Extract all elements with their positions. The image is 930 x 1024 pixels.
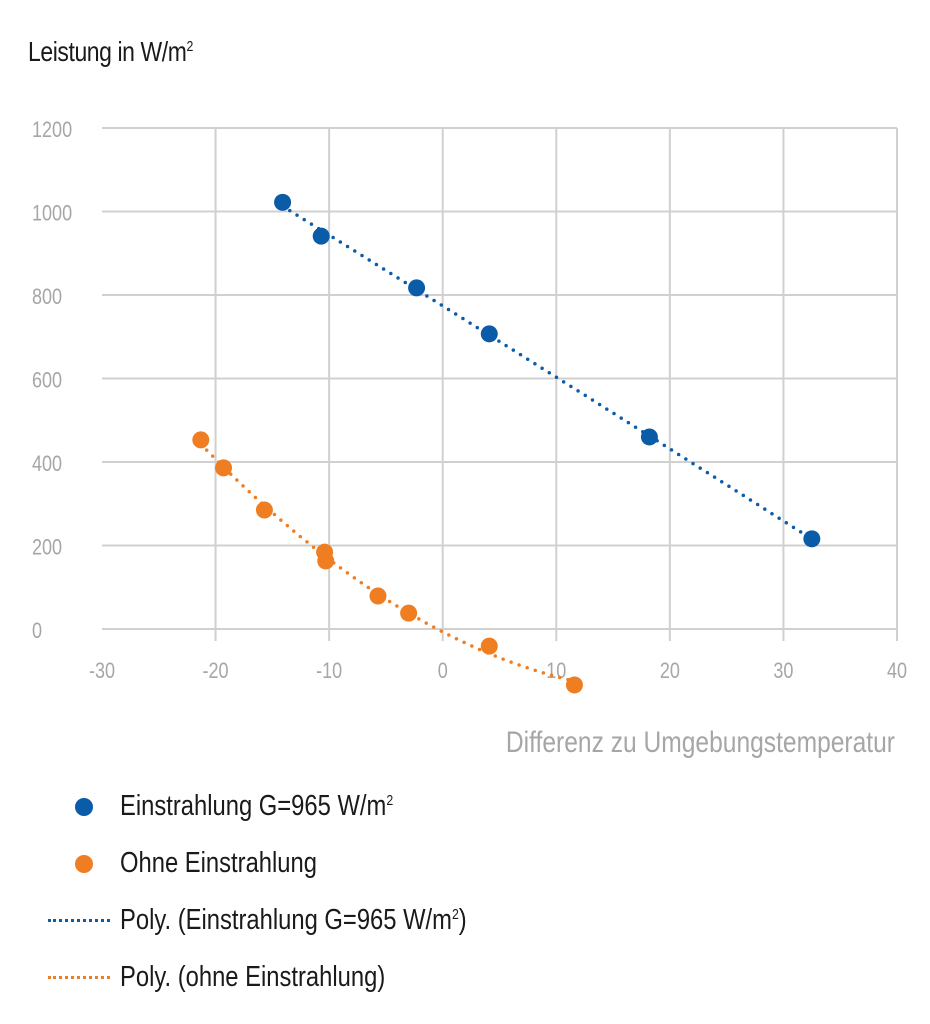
x-tick-label: 30 [773,659,793,683]
data-point-ohne-einstrahlung [215,459,233,477]
data-points [192,193,821,694]
y-tick-label: 800 [32,285,62,309]
data-point-einstrahlung [480,325,498,343]
x-axis-label: Differenz zu Umgebungstemperatur [506,725,895,759]
trendlines [199,204,814,683]
y-tick-label: 400 [32,452,62,476]
x-tick-label: -10 [316,659,342,683]
y-tick-label: 1000 [32,202,72,226]
x-tick-label: 40 [887,659,907,683]
legend-item-einstrahlung: Einstrahlung G=965 W/m2 [48,778,543,835]
y-tick-label: 1200 [32,118,72,142]
data-point-einstrahlung [274,193,292,211]
x-tick-label: 0 [438,659,448,683]
data-point-einstrahlung [312,227,330,245]
data-point-ohne-einstrahlung [255,501,273,519]
x-axis-ticks: -30 -20 -10 0 10 20 30 40 [89,659,907,683]
data-point-ohne-einstrahlung [192,431,210,449]
legend-item-poly-einstrahlung: Poly. (Einstrahlung G=965 W/m2) [48,892,543,949]
legend-marker-icon [48,797,120,816]
y-tick-label: 0 [32,619,42,643]
x-tick-label: -30 [89,659,115,683]
legend-label: Poly. (Einstrahlung G=965 W/m2) [120,904,467,936]
trendline-ohne-einstrahlung [199,442,577,683]
legend-dotted-line-icon [48,919,120,922]
data-point-einstrahlung [640,428,658,446]
chart-title-superscript: 2 [186,38,193,55]
scatter-plot: 0 200 400 600 800 1000 1200 -30 -20 -10 0 10 20 30 40… [32,118,907,759]
data-point-ohne-einstrahlung [317,552,335,570]
gridlines [102,127,898,641]
x-tick-label: 10 [546,659,566,683]
legend-label: Ohne Einstrahlung [120,847,317,879]
chart-title: Leistung in W/m2 [28,36,193,68]
legend-label: Einstrahlung G=965 W/m2 [120,790,394,822]
x-tick-label: 20 [660,659,680,683]
legend-dotted-line-icon [48,976,120,979]
y-axis-ticks: 0 200 400 600 800 1000 1200 [32,118,72,643]
data-point-einstrahlung [408,279,426,297]
data-point-ohne-einstrahlung [480,637,498,655]
y-tick-label: 200 [32,536,62,560]
legend-label: Poly. (ohne Einstrahlung) [120,961,386,993]
x-tick-label: -20 [203,659,229,683]
legend: Einstrahlung G=965 W/m2 Ohne Einstrahlung… [48,778,543,1006]
data-point-ohne-einstrahlung [369,587,387,605]
chart-title-text: Leistung in W/m [28,36,187,67]
trendline-einstrahlung [280,204,814,541]
data-point-ohne-einstrahlung [565,676,583,694]
legend-marker-icon [48,854,120,873]
data-point-einstrahlung [803,530,821,548]
y-tick-label: 600 [32,369,62,393]
legend-item-poly-ohne-einstrahlung: Poly. (ohne Einstrahlung) [48,949,543,1006]
data-point-ohne-einstrahlung [400,604,418,622]
legend-item-ohne-einstrahlung: Ohne Einstrahlung [48,835,543,892]
